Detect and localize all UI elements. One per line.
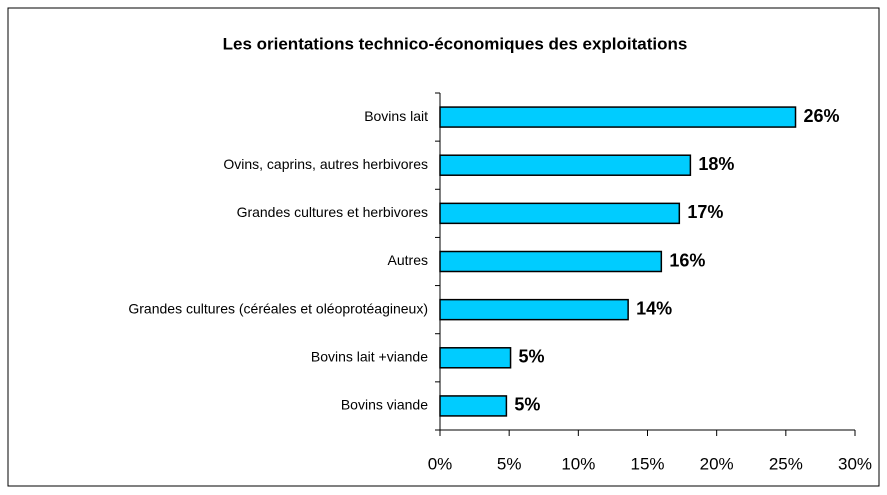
category-label: Ovins, caprins, autres herbivores — [223, 156, 428, 172]
value-label: 5% — [519, 347, 545, 367]
category-label: Grandes cultures et herbivores — [237, 204, 428, 220]
x-tick-label: 30% — [838, 454, 872, 473]
x-tick-label: 10% — [561, 454, 595, 473]
bar — [439, 154, 692, 176]
chart-title: Les orientations technico-économiques de… — [223, 34, 688, 53]
value-label: 18% — [698, 154, 734, 174]
value-label: 26% — [804, 106, 840, 126]
bar — [439, 250, 663, 273]
x-tick-label: 25% — [769, 454, 803, 473]
bar — [439, 347, 512, 369]
category-label: Bovins viande — [341, 397, 428, 413]
bar — [439, 106, 797, 128]
category-label: Grandes cultures (céréales et oléoprotéa… — [128, 300, 428, 316]
x-tick-label: 5% — [497, 454, 522, 473]
category-label: Bovins lait — [364, 108, 428, 124]
x-tick-label: 20% — [700, 454, 734, 473]
bar — [439, 298, 629, 321]
value-label: 17% — [687, 202, 723, 222]
x-tick-label: 15% — [630, 454, 664, 473]
value-label: 14% — [636, 298, 672, 318]
category-label: Bovins lait +viande — [311, 348, 428, 364]
x-tick-label: 0% — [428, 454, 453, 473]
value-label: 5% — [514, 395, 540, 415]
value-label: 16% — [669, 250, 705, 270]
bar — [439, 202, 681, 225]
bar — [439, 395, 508, 417]
category-label: Autres — [388, 252, 428, 268]
